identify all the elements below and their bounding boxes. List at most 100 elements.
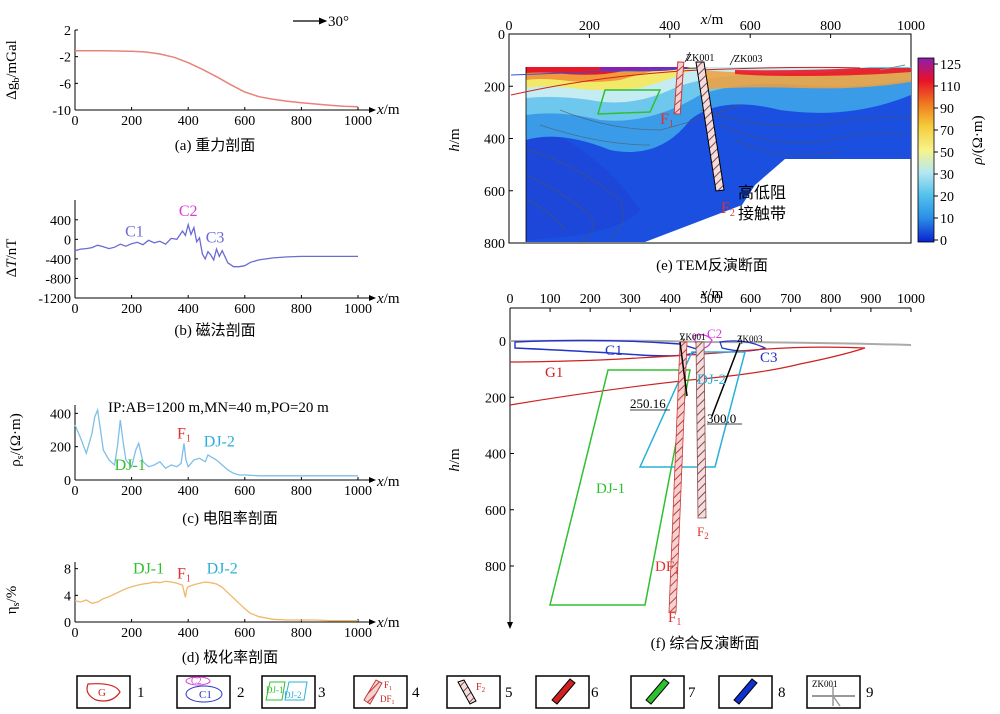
panel-b-ylabel: ΔT/nT bbox=[4, 239, 20, 278]
panel-d-annotation: F1 bbox=[177, 566, 191, 585]
panel-d-annotation: DJ-1 bbox=[133, 560, 164, 577]
colorbar-tick: 50 bbox=[940, 146, 954, 161]
panel-c-annotation: DJ-1 bbox=[115, 457, 146, 474]
panel-b-annotation: C2 bbox=[179, 203, 198, 220]
svg-text:DJ-2: DJ-2 bbox=[284, 690, 302, 700]
panel-d-caption: (d) 极化率剖面 bbox=[182, 649, 278, 666]
panel-b-xtick: 200 bbox=[121, 302, 142, 317]
svg-text:8: 8 bbox=[778, 685, 786, 701]
panel-f-combined-section: 0 100 200 300 400 500 600 700 800 900 1000 0 200 400… bbox=[447, 286, 925, 652]
panel-e-xtick: 0 bbox=[506, 19, 513, 34]
svg-text:9: 9 bbox=[866, 685, 874, 701]
panel-f-xtick: 500 bbox=[700, 292, 721, 307]
panel-b-caption: (b) 磁法剖面 bbox=[174, 322, 255, 339]
panel-d-ytick: 8 bbox=[64, 563, 71, 578]
colorbar-tick: 0 bbox=[940, 234, 947, 249]
svg-text:1: 1 bbox=[137, 685, 145, 701]
panel-e-ytick: 0 bbox=[498, 28, 505, 43]
legend-item-6: 6 bbox=[535, 675, 599, 709]
panel-b-xtick: 600 bbox=[234, 302, 255, 317]
svg-text:C2: C2 bbox=[191, 676, 202, 686]
combined-label-depth2: 300.0 bbox=[707, 411, 736, 426]
panel-c-ytick: 200 bbox=[50, 441, 71, 456]
panel-d-xtick: 1000 bbox=[344, 626, 372, 641]
panel-d-xtick: 800 bbox=[291, 626, 312, 641]
panel-e-xtick: 1000 bbox=[897, 19, 925, 34]
panel-a-ytick: -10 bbox=[52, 104, 71, 119]
panel-c-series-line bbox=[74, 407, 358, 477]
svg-text:7: 7 bbox=[688, 685, 696, 701]
panel-f-xtick: 900 bbox=[860, 292, 881, 307]
panel-b-annotation: C1 bbox=[125, 223, 144, 240]
panel-a-ylabel: Δgb/mGal bbox=[4, 40, 22, 100]
panel-f-ylabel: h/m bbox=[447, 448, 463, 472]
colorbar-tick: 90 bbox=[940, 102, 954, 117]
panel-b-xlabel: x/m bbox=[376, 291, 400, 307]
ip-params: IP:AB=1200 m,MN=40 m,PO=20 m bbox=[108, 400, 329, 416]
panel-d-xtick: 200 bbox=[121, 626, 142, 641]
panel-e-tem-section: ZK001 ZK003 F1 F2 高低阻 接触带 0 200 400 600 800 1… bbox=[447, 12, 986, 274]
panel-f-xlabel: x/m bbox=[700, 286, 724, 302]
combined-label-zk003: ZK003 bbox=[737, 334, 763, 344]
colorbar-tick: 30 bbox=[940, 168, 954, 183]
svg-text:DJ-1: DJ-1 bbox=[266, 685, 284, 695]
panel-f-ytick: 800 bbox=[485, 560, 506, 575]
panel-b-xtick: 400 bbox=[178, 302, 199, 317]
panel-a-xtick: 1000 bbox=[344, 114, 372, 129]
legend-item-3: DJ-1 DJ-2 3 bbox=[261, 675, 326, 709]
panel-c-xtick: 200 bbox=[121, 484, 142, 499]
combined-label-dj1: DJ-1 bbox=[596, 481, 625, 497]
panel-d-polarization: 8 4 0 0 200 400 600 800 1000 ηs/% x/m DJ-1 F1 DJ-… bbox=[4, 560, 400, 666]
combined-label-zk001: ZK001 bbox=[680, 332, 706, 342]
colorbar-tick: 110 bbox=[940, 80, 960, 95]
legend-item-4: F1 DF1 4 bbox=[353, 675, 420, 709]
panel-c-annotation: DJ-2 bbox=[204, 434, 235, 451]
panel-d-ylabel: ηs/% bbox=[4, 586, 22, 614]
panel-b-magnetic: 400 0 -400 -800 -1200 0 200 400 600 800 1000 ΔT/n… bbox=[4, 200, 400, 339]
legend-item-1: G 1 bbox=[76, 675, 145, 709]
panel-f-ytick: 0 bbox=[499, 335, 506, 350]
panel-b-series-line bbox=[74, 222, 358, 268]
panel-a-ytick: -2 bbox=[59, 51, 71, 66]
panel-b-ytick: -400 bbox=[45, 253, 71, 268]
panel-f-xtick: 800 bbox=[820, 292, 841, 307]
panel-d-series-line bbox=[74, 580, 358, 622]
panel-d-xtick: 600 bbox=[234, 626, 255, 641]
colorbar-tick: 125 bbox=[940, 58, 961, 73]
legend-item-9: ZK001 9 bbox=[806, 675, 874, 709]
svg-text:3: 3 bbox=[318, 685, 326, 701]
panel-f-ytick: 400 bbox=[485, 448, 506, 463]
panel-d-ytick: 4 bbox=[64, 589, 71, 604]
panel-f-xtick: 700 bbox=[780, 292, 801, 307]
panel-b-ytick: -1200 bbox=[38, 292, 71, 307]
panel-d-xtick: 400 bbox=[178, 626, 199, 641]
svg-text:F2: F2 bbox=[476, 682, 486, 694]
panel-a-xtick: 0 bbox=[72, 114, 79, 129]
panel-c-xtick: 400 bbox=[178, 484, 199, 499]
combined-label-depth1: 250.16 bbox=[630, 396, 666, 411]
panel-b-annotation: C3 bbox=[206, 229, 225, 246]
tem-label-zk003: ZK003 bbox=[734, 54, 762, 65]
panel-c-xtick: 1000 bbox=[344, 484, 372, 499]
combined-label-c2: C2 bbox=[707, 326, 722, 341]
panel-a-ytick: 2 bbox=[64, 24, 71, 39]
legend-item-8: 8 bbox=[718, 675, 786, 709]
panel-c-caption: (c) 电阻率剖面 bbox=[182, 510, 277, 527]
panel-b-xtick: 800 bbox=[291, 302, 312, 317]
panel-a-xtick: 800 bbox=[291, 114, 312, 129]
colorbar-tick: 20 bbox=[940, 190, 954, 205]
panel-e-xtick: 400 bbox=[659, 19, 680, 34]
combined-label-df1: DF1 bbox=[655, 559, 679, 577]
panel-f-xtick: 100 bbox=[540, 292, 561, 307]
panel-e-xlabel: x/m bbox=[700, 12, 724, 28]
svg-text:G: G bbox=[98, 687, 106, 699]
panel-e-ytick: 800 bbox=[484, 237, 505, 252]
svg-text:4: 4 bbox=[412, 685, 420, 701]
panel-a-xtick: 400 bbox=[178, 114, 199, 129]
panel-c-ytick: 0 bbox=[64, 474, 71, 489]
combined-label-f1: F1 bbox=[668, 610, 681, 628]
panel-e-ytick: 200 bbox=[484, 80, 505, 95]
panel-f-ytick: 200 bbox=[485, 391, 506, 406]
panel-f-ytick: 600 bbox=[485, 504, 506, 519]
